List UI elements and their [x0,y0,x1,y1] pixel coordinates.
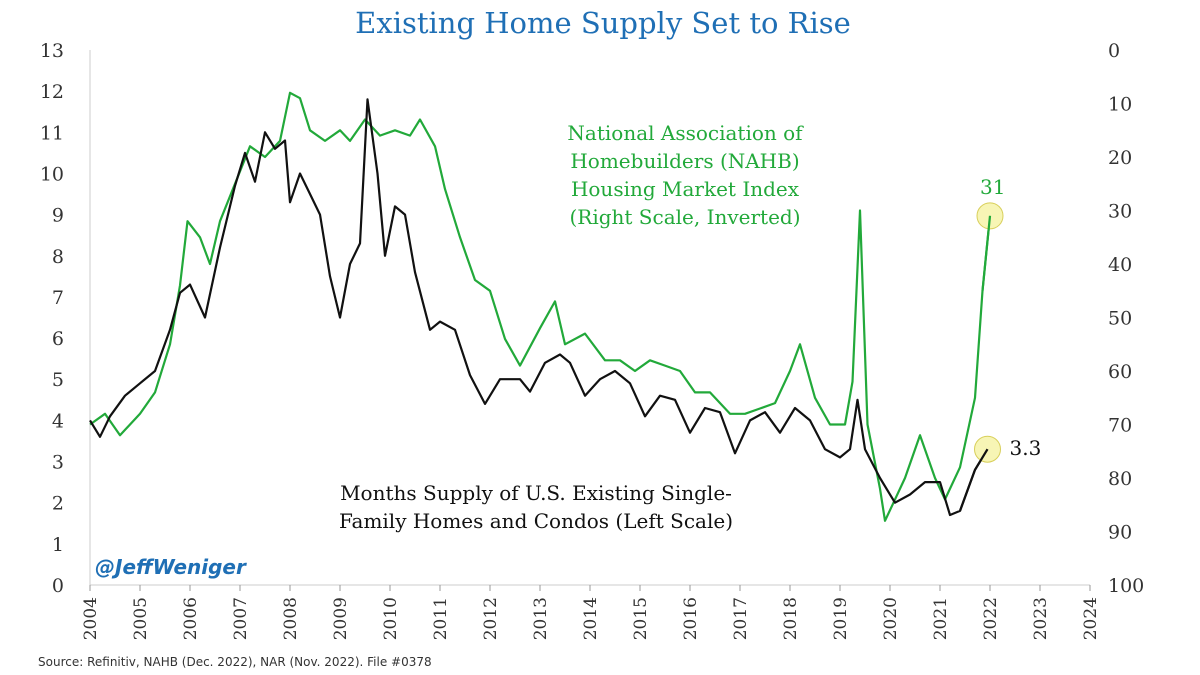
left-tick-label: 12 [40,81,64,103]
left-tick-label: 13 [40,40,64,62]
left-tick-label: 3 [52,452,64,474]
supply-end-highlight [974,435,1001,463]
x-tick-label: 2019 [831,597,851,640]
supply-series-label: Months Supply of U.S. Existing Single- F… [339,481,733,533]
x-tick-label: 2016 [681,597,701,640]
x-tick-label: 2007 [231,597,251,640]
nahb-label-line-3: Housing Market Index [571,177,800,201]
supply-end-value: 3.3 [1010,436,1042,460]
right-tick-label: 90 [1108,522,1132,544]
right-axis-ticks: 0 10 20 30 40 50 60 70 80 90 100 [1108,40,1144,597]
source-note: Source: Refinitiv, NAHB (Dec. 2022), NAR… [38,655,432,669]
x-tick-label: 2011 [431,597,451,640]
right-tick-label: 30 [1108,201,1132,223]
supply-label-line-1: Months Supply of U.S. Existing Single- [340,481,732,505]
x-tick-label: 2022 [981,597,1001,640]
right-tick-label: 70 [1108,415,1132,437]
left-tick-label: 11 [40,122,64,144]
x-tick-label: 2012 [481,597,501,640]
supply-series-line [89,98,989,517]
x-axis-ticks: 2004 2005 2006 2007 2008 2009 2010 2011 2012 2013… [81,585,1101,640]
x-tick-label: 2024 [1081,597,1101,640]
left-tick-label: 1 [52,534,64,556]
left-tick-label: 9 [52,205,64,227]
left-tick-label: 10 [40,163,64,185]
chart-title: Existing Home Supply Set to Rise [355,6,851,40]
x-tick-label: 2015 [631,597,651,640]
nahb-label-line-4: (Right Scale, Inverted) [569,205,800,229]
nahb-series-line [89,91,992,522]
left-tick-label: 6 [52,328,64,350]
x-tick-label: 2023 [1031,597,1051,640]
left-tick-label: 5 [52,369,64,391]
left-tick-label: 4 [52,410,64,432]
right-tick-label: 0 [1108,40,1120,62]
nahb-label-line-1: National Association of [567,121,804,145]
x-tick-label: 2020 [881,597,901,640]
x-tick-label: 2004 [81,597,101,640]
supply-series-tail [958,448,989,512]
left-tick-label: 8 [52,246,64,268]
right-tick-label: 10 [1108,94,1132,116]
right-tick-label: 20 [1108,147,1132,169]
left-tick-label: 2 [52,493,64,515]
right-tick-label: 60 [1108,361,1132,383]
x-tick-label: 2018 [781,597,801,640]
right-tick-label: 50 [1108,308,1132,330]
right-tick-label: 100 [1108,575,1144,597]
x-tick-label: 2006 [181,597,201,640]
nahb-series-tail [981,215,992,291]
x-tick-label: 2013 [531,597,551,640]
x-tick-label: 2014 [581,597,601,640]
x-tick-label: 2021 [931,597,951,640]
x-tick-label: 2008 [281,597,301,640]
right-tick-label: 80 [1108,468,1132,490]
nahb-series-label: National Association of Homebuilders (NA… [567,121,804,229]
right-tick-label: 40 [1108,254,1132,276]
nahb-label-line-2: Homebuilders (NAHB) [570,149,799,173]
left-tick-label: 0 [52,575,64,597]
x-tick-label: 2009 [331,597,351,640]
x-tick-label: 2005 [131,597,151,640]
nahb-end-value: 31 [980,175,1005,199]
author-handle: @JeffWeniger [95,555,247,579]
left-tick-label: 7 [52,287,64,309]
series-layer [89,91,992,522]
supply-label-line-2: Family Homes and Condos (Left Scale) [339,509,733,533]
x-tick-label: 2017 [731,597,751,640]
x-tick-label: 2010 [381,597,401,640]
